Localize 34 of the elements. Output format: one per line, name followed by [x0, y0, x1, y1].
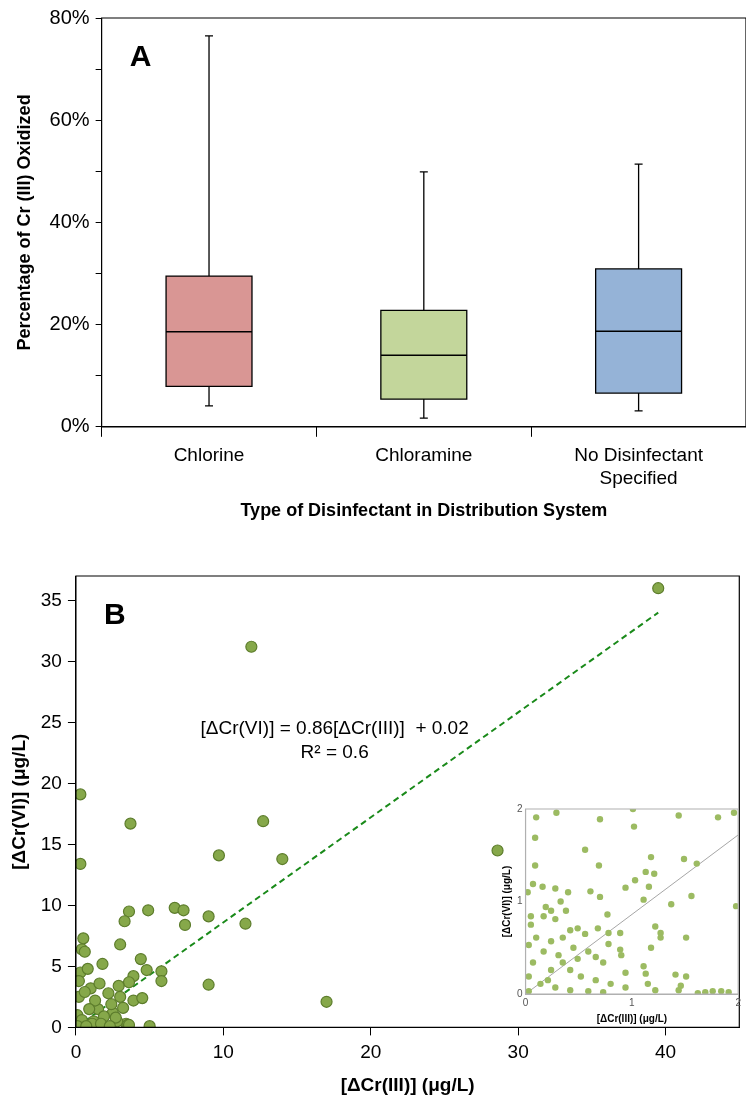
y-axis-title: Percentage of Cr (III) Oxidized	[13, 94, 34, 351]
annotation: R² = 0.6	[300, 740, 369, 762]
x-axis-title: [ΔCr(III)] (μg/L)	[596, 1012, 668, 1024]
annotation: A	[129, 39, 152, 73]
y-tick-label: 2	[517, 802, 523, 814]
y-tick-label: 80%	[49, 5, 90, 28]
x-axis-title: [ΔCr(III)] (μg/L)	[340, 1073, 475, 1095]
y-tick-label: 0	[517, 987, 523, 999]
y-tick-label: 0%	[60, 414, 90, 437]
y-axis-title: [ΔCr(VI)] (μg/L)	[7, 733, 29, 870]
y-tick-label: 10	[40, 893, 62, 915]
x-tick-label: Chlorine	[173, 444, 245, 466]
y-tick-label: 40%	[49, 209, 90, 232]
y-tick-label: 0	[51, 1015, 62, 1037]
x-axis-title: Type of Disinfectant in Distribution System	[240, 500, 608, 521]
x-tick-label: 1	[629, 996, 636, 1008]
y-tick-label: 1	[517, 895, 523, 907]
annotation: [ΔCr(VI)] = 0.86[ΔCr(III)] + 0.02	[200, 716, 469, 738]
x-tick-label: 2	[735, 996, 742, 1008]
y-tick-label: 30	[40, 649, 62, 671]
y-tick-label: 60%	[49, 107, 90, 130]
y-tick-label: 20	[40, 771, 62, 793]
x-tick-label: 10	[212, 1041, 234, 1063]
y-tick-label: 20%	[49, 312, 90, 335]
y-axis-title: [ΔCr(VI)] (μg/L)	[500, 865, 512, 938]
y-tick-label: 35	[40, 588, 62, 610]
y-tick-label: 5	[51, 954, 62, 976]
annotation: B	[103, 597, 126, 631]
x-tick-label: 20	[360, 1041, 382, 1063]
y-tick-label: 15	[40, 832, 62, 854]
x-tick-label: No Disinfectant Specified	[574, 444, 704, 489]
y-tick-label: 25	[40, 710, 62, 732]
x-tick-label: Chloramine	[375, 444, 473, 466]
x-tick-label: 40	[655, 1041, 677, 1063]
